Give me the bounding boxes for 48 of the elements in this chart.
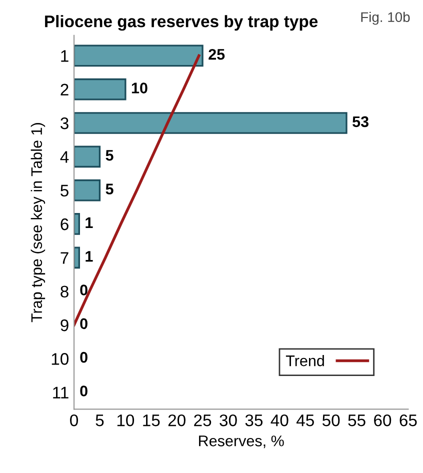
data-label: 0 [80, 352, 88, 363]
x-tick-label: 5 [96, 414, 104, 426]
data-label: 1 [86, 251, 93, 262]
x-tick-label: 30 [220, 414, 237, 426]
data-label: 0 [80, 386, 88, 396]
y-tick-label: 5 [60, 184, 68, 197]
y-tick-label: 10 [52, 353, 69, 365]
chart-title: Pliocene gas reserves by trap type [45, 15, 318, 31]
data-label: 1 [86, 217, 93, 228]
x-tick-label: 50 [322, 414, 340, 426]
y-axis-title: Trap type (see key in Table 1) [30, 123, 46, 322]
data-label: 0 [80, 318, 88, 330]
data-label: 25 [208, 48, 225, 60]
x-tick-label: 10 [117, 414, 134, 426]
bar [74, 112, 348, 134]
caption: Fig. 10b [361, 12, 410, 25]
y-tick-label: 6 [60, 218, 68, 230]
data-label: 5 [106, 184, 114, 194]
bar [74, 246, 80, 269]
x-tick-label: 55 [348, 414, 366, 426]
y-tick-label: 2 [60, 84, 68, 96]
y-tick-label: 7 [60, 252, 68, 264]
bar [74, 44, 204, 67]
y-tick-label: 1 [61, 50, 68, 62]
y-tick-label: 4 [60, 151, 69, 163]
y-tick-label: 9 [60, 319, 68, 332]
x-tick-label: 45 [296, 414, 314, 426]
bar [74, 213, 80, 235]
y-tick-label: 8 [60, 286, 68, 298]
x-axis-title: Reserves, % [199, 436, 284, 448]
y-tick-label: 3 [60, 117, 68, 130]
data-label: 5 [106, 150, 114, 161]
x-tick-label: 35 [245, 414, 263, 426]
y-tick-label: 11 [53, 386, 68, 398]
legend-label: Trend [286, 354, 324, 366]
data-label: 10 [132, 82, 148, 94]
x-tick-label: 60 [374, 414, 392, 426]
x-tick-label: 0 [70, 414, 78, 426]
x-tick-label: 20 [168, 414, 186, 426]
x-tick-label: 15 [143, 414, 160, 426]
bar [74, 78, 126, 100]
data-label: 53 [352, 116, 368, 128]
bar [74, 146, 101, 168]
x-tick-label: 40 [270, 414, 288, 426]
data-label: 0 [80, 284, 88, 296]
bar [74, 179, 101, 202]
x-tick-label: 25 [194, 414, 212, 426]
x-tick-label: 65 [400, 414, 417, 426]
